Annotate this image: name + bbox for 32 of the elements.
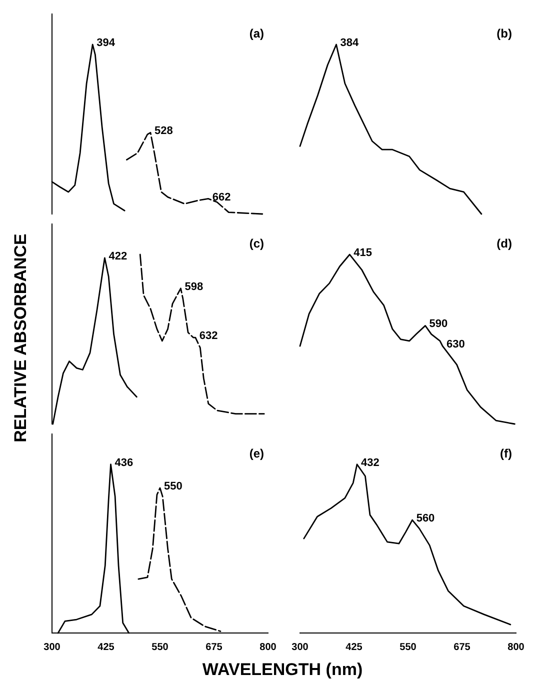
y-axis-title: RELATIVE ABSORBANCE — [11, 234, 31, 442]
x-tick-label: 550 — [152, 642, 169, 653]
annotation: 630 — [446, 338, 465, 351]
x-tick-label: 675 — [206, 642, 223, 653]
annotation: 394 — [96, 37, 116, 50]
x-axis-title: WAVELENGTH (nm) — [201, 660, 364, 680]
x-tick-label: 800 — [508, 642, 525, 653]
text: (d) — [496, 236, 512, 250]
annotation: 436 — [114, 456, 134, 469]
annotation: 528 — [154, 125, 173, 138]
text: (b) — [496, 26, 512, 40]
annotation: 632 — [199, 330, 218, 342]
x-tick-label: 675 — [454, 642, 471, 653]
x-tick-label: 800 — [260, 642, 277, 653]
text: (e) — [249, 446, 264, 460]
x-tick-label: 550 — [400, 642, 417, 653]
annotation: 560 — [416, 512, 435, 525]
text: (a) — [249, 26, 264, 40]
annotation: 415 — [354, 247, 372, 260]
annotation: 432 — [361, 456, 380, 469]
annotation: 422 — [108, 250, 128, 262]
annotation: 590 — [429, 318, 448, 330]
x-tick-label: 300 — [292, 642, 309, 653]
x-tick-label: 425 — [98, 642, 115, 653]
annotation: 598 — [184, 280, 204, 293]
x-tick-label: 300 — [44, 642, 61, 653]
text: (f) — [500, 446, 512, 460]
annotation: 550 — [164, 480, 182, 492]
x-tick-label: 425 — [346, 642, 363, 653]
annotation: 384 — [340, 37, 360, 50]
text: (c) — [249, 236, 264, 250]
annotation: 662 — [212, 191, 231, 204]
